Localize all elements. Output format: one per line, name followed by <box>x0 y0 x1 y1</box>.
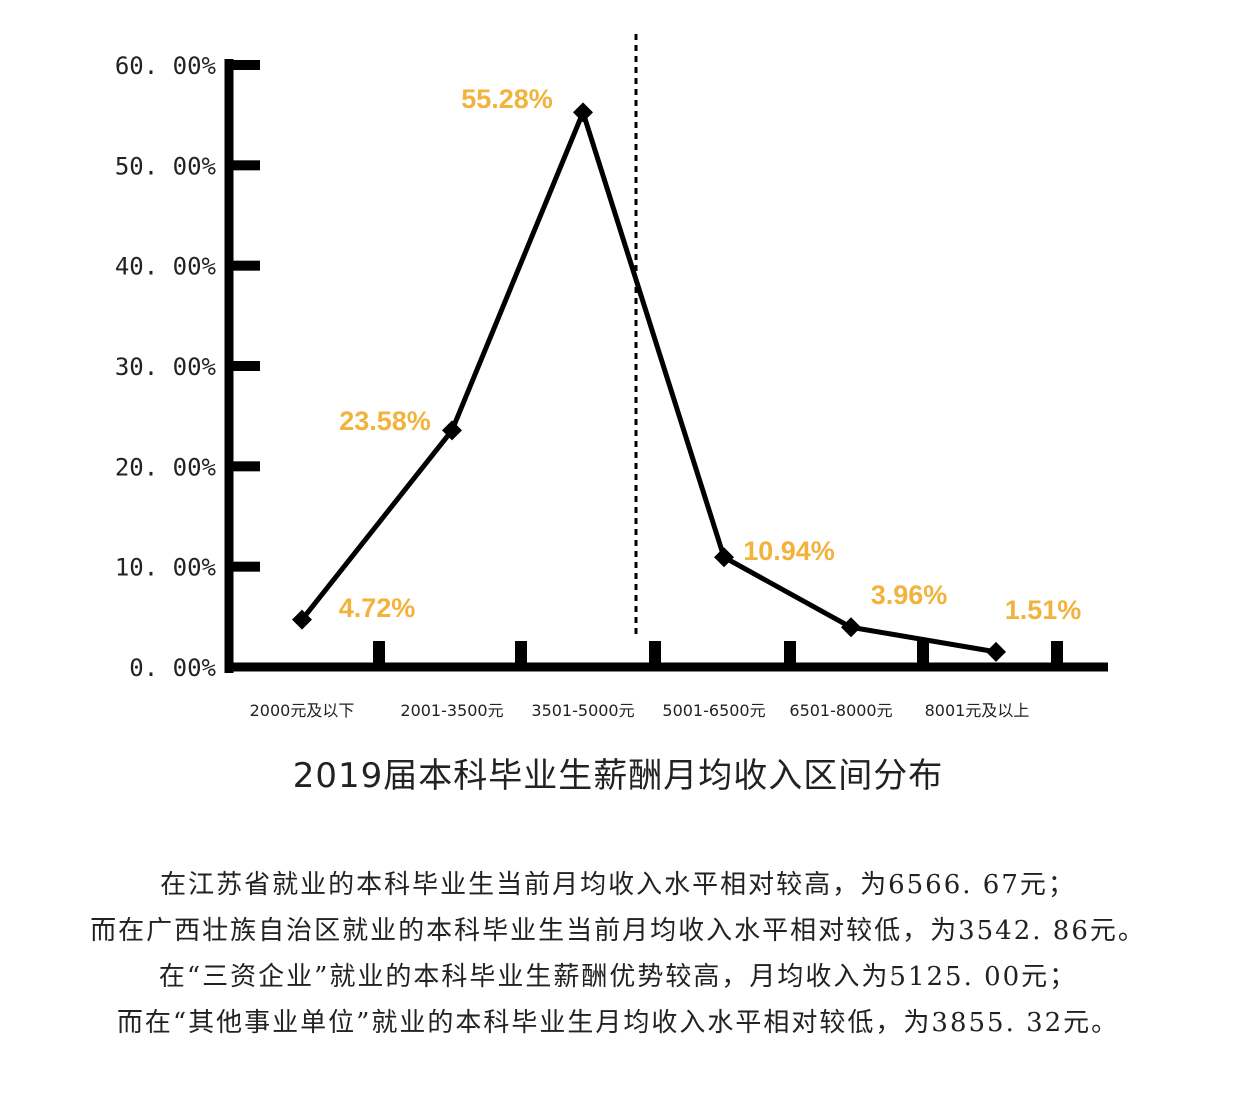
note-line: 而在“其他事业单位”就业的本科毕业生月均收入水平相对较低，为3855. 32元。 <box>116 1008 1120 1038</box>
data-point-marker <box>442 420 462 441</box>
series-line-group <box>292 102 1006 662</box>
x-tick-mark <box>1051 641 1063 667</box>
x-tick-mark <box>515 641 527 667</box>
x-tick-label: 5001-6500元 <box>662 701 765 720</box>
note-line: 而在广西壮族自治区就业的本科毕业生当前月均收入水平相对较低，为3542. 86元… <box>90 916 1146 946</box>
data-point-marker <box>292 609 312 630</box>
data-label: 1.51% <box>1005 595 1082 625</box>
x-tick-mark <box>784 641 796 667</box>
data-point-marker <box>841 617 861 638</box>
data-point-marker <box>714 547 734 568</box>
y-tick-label: 20. 00% <box>115 453 217 481</box>
chart-title: 2019届本科毕业生薪酬月均收入区间分布 <box>292 756 944 796</box>
x-tick-mark <box>917 641 929 667</box>
y-tick-mark <box>229 260 260 271</box>
x-tick-label: 3501-5000元 <box>531 701 634 720</box>
salary-line-chart: 0. 00% 10. 00% 20. 00% 30. 00% 40. 00% 50. 00… <box>115 34 1108 720</box>
series-line <box>300 109 997 655</box>
x-tick-label: 2001-3500元 <box>400 701 503 720</box>
y-axis: 0. 00% 10. 00% 20. 00% 30. 00% 40. 00% 50. 00… <box>115 52 260 682</box>
y-tick-label: 50. 00% <box>115 152 217 180</box>
data-label: 10.94% <box>743 536 835 566</box>
y-tick-mark <box>229 60 260 70</box>
notes-block: 在江苏省就业的本科毕业生当前月均收入水平相对较高，为6566. 67元； 而在广… <box>0 862 1236 1046</box>
x-tick-label: 6501-8000元 <box>789 701 892 720</box>
data-label-group: 4.72% 23.58% 55.28% 10.94% 3.96% 1.51% <box>339 84 1082 625</box>
x-axis: 2000元及以下 2001-3500元 3501-5000元 5001-6500元 65… <box>225 641 1108 720</box>
data-label: 4.72% <box>339 593 416 623</box>
y-tick-mark <box>229 160 260 171</box>
data-label: 3.96% <box>871 580 948 610</box>
y-tick-mark <box>229 361 260 371</box>
x-tick-label: 2000元及以下 <box>250 701 355 720</box>
y-tick-label: 0. 00% <box>129 654 216 682</box>
data-point-marker <box>986 641 1006 662</box>
x-tick-mark <box>373 641 385 667</box>
y-tick-label: 40. 00% <box>115 253 217 281</box>
data-point-marker <box>573 102 593 123</box>
y-tick-label: 30. 00% <box>115 353 217 381</box>
x-tick-mark <box>649 641 661 667</box>
note-line: 在“三资企业”就业的本科毕业生薪酬优势较高，月均收入为5125. 00元； <box>158 962 1078 992</box>
note-line: 在江苏省就业的本科毕业生当前月均收入水平相对较高，为6566. 67元； <box>160 870 1076 900</box>
y-tick-mark <box>229 561 260 572</box>
y-tick-mark <box>229 461 260 472</box>
data-label: 55.28% <box>461 84 553 114</box>
data-label: 23.58% <box>339 406 431 436</box>
y-tick-label: 60. 00% <box>115 52 217 80</box>
x-tick-label: 8001元及以上 <box>925 701 1030 720</box>
y-tick-label: 10. 00% <box>115 554 217 582</box>
